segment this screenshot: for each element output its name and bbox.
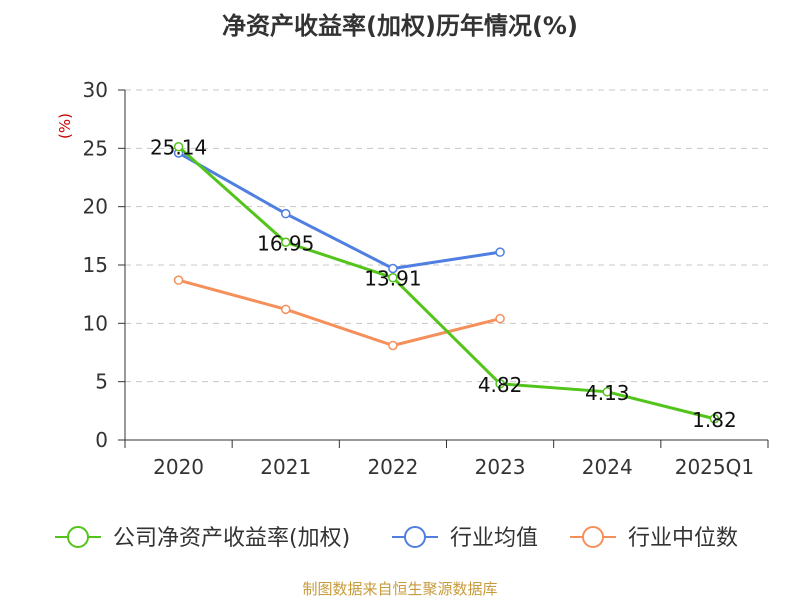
x-tick-label: 2022 — [367, 455, 418, 479]
legend-marker — [582, 526, 604, 548]
legend-label: 公司净资产收益率(加权) — [113, 526, 350, 551]
y-tick-label: 15 — [83, 253, 108, 277]
x-tick-label: 2024 — [582, 455, 633, 479]
data-point — [173, 141, 184, 152]
data-point — [495, 313, 505, 324]
x-tick-label: 2020 — [153, 455, 204, 479]
y-tick-label: 5 — [95, 370, 108, 394]
series-line — [177, 151, 501, 270]
data-label: 16.95 — [257, 231, 314, 255]
y-tick-label: 0 — [95, 428, 108, 452]
data-point — [281, 208, 291, 219]
y-tick-label: 20 — [83, 195, 108, 219]
x-tick-label: 2021 — [260, 455, 311, 479]
data-point — [388, 340, 398, 351]
legend-marker — [404, 526, 426, 548]
series-lines — [173, 141, 720, 424]
x-tick-label: 2023 — [475, 455, 526, 479]
y-tick-label: 10 — [83, 311, 108, 335]
x-tick-label: 2025Q1 — [675, 455, 754, 479]
data-point — [281, 237, 291, 247]
data-point — [495, 247, 505, 257]
legend-label: 行业中位数 — [628, 526, 738, 551]
data-label: 25.14 — [150, 136, 207, 160]
data-point — [709, 414, 720, 424]
data-point — [602, 387, 612, 397]
y-axis-label: (%) — [56, 113, 74, 139]
data-point — [281, 304, 291, 315]
data-label: 1.82 — [692, 408, 737, 432]
legend: 公司净资产收益率(加权) 行业均值 行业中位数 — [55, 526, 738, 551]
data-point — [388, 263, 398, 274]
legend-item: 行业中位数 — [570, 526, 738, 551]
legend-label: 行业均值 — [450, 526, 538, 551]
data-label: 4.13 — [585, 381, 630, 405]
data-point — [173, 275, 184, 285]
grid-lines — [125, 89, 768, 383]
legend-item: 行业均值 — [392, 526, 538, 551]
data-label: 4.82 — [478, 373, 523, 397]
series-line — [177, 145, 715, 421]
source-note: 制图数据来自恒生聚源数据库 — [302, 580, 498, 598]
chart-title: 净资产收益率(加权)历年情况(%) — [222, 12, 578, 40]
legend-item: 公司净资产收益率(加权) — [55, 526, 350, 551]
data-point — [495, 379, 505, 389]
legend-marker — [67, 526, 89, 548]
data-label: 13.91 — [364, 267, 421, 291]
y-tick-label: 30 — [83, 78, 108, 102]
data-labels: 25.14 16.95 13.91 4.82 4.13 1.82 — [150, 136, 737, 432]
y-tick-label: 25 — [83, 136, 108, 160]
data-point — [388, 272, 398, 283]
axes: 0 5 10 15 20 25 30 2020 2021 2022 2023 2024 2025Q1 (%… — [56, 78, 769, 479]
